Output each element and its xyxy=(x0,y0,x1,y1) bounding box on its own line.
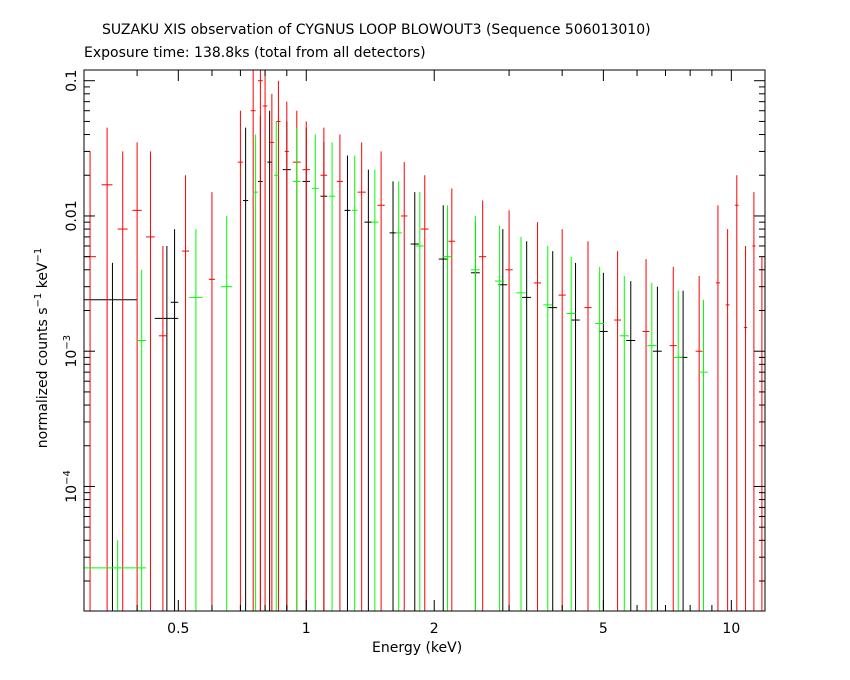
series-2 xyxy=(84,121,708,611)
x-tick-label: 0.5 xyxy=(167,621,189,637)
chart-subtitle: Exposure time: 138.8ks (total from all d… xyxy=(84,45,426,61)
y-tick-exponent: −3 xyxy=(62,335,73,350)
x-tick-label: 2 xyxy=(430,621,439,637)
series-layer xyxy=(84,70,764,611)
chart-title: SUZAKU XIS observation of CYGNUS LOOP BL… xyxy=(102,22,651,38)
series-0 xyxy=(84,110,688,611)
y-tick-label: 0.01 xyxy=(64,200,80,231)
y-tick-label: 0.1 xyxy=(64,70,80,92)
x-tick-label: 5 xyxy=(599,621,608,637)
y-tick-label: 10−3 xyxy=(62,335,80,368)
y-axis-label: normalized counts s−1 keV−1 xyxy=(33,247,51,449)
x-tick-label: 1 xyxy=(302,621,311,637)
axis-layer: 0.5 1 2 5 10 0.1 0.01 10−3 10−4 xyxy=(62,70,765,637)
y-tick-exponent: −4 xyxy=(62,470,73,485)
x-axis-label: Energy (keV) xyxy=(372,640,463,656)
plot-frame xyxy=(83,69,766,612)
series-1 xyxy=(84,70,764,611)
y-tick-label: 10−4 xyxy=(62,470,80,503)
x-tick-label: 10 xyxy=(722,621,740,637)
